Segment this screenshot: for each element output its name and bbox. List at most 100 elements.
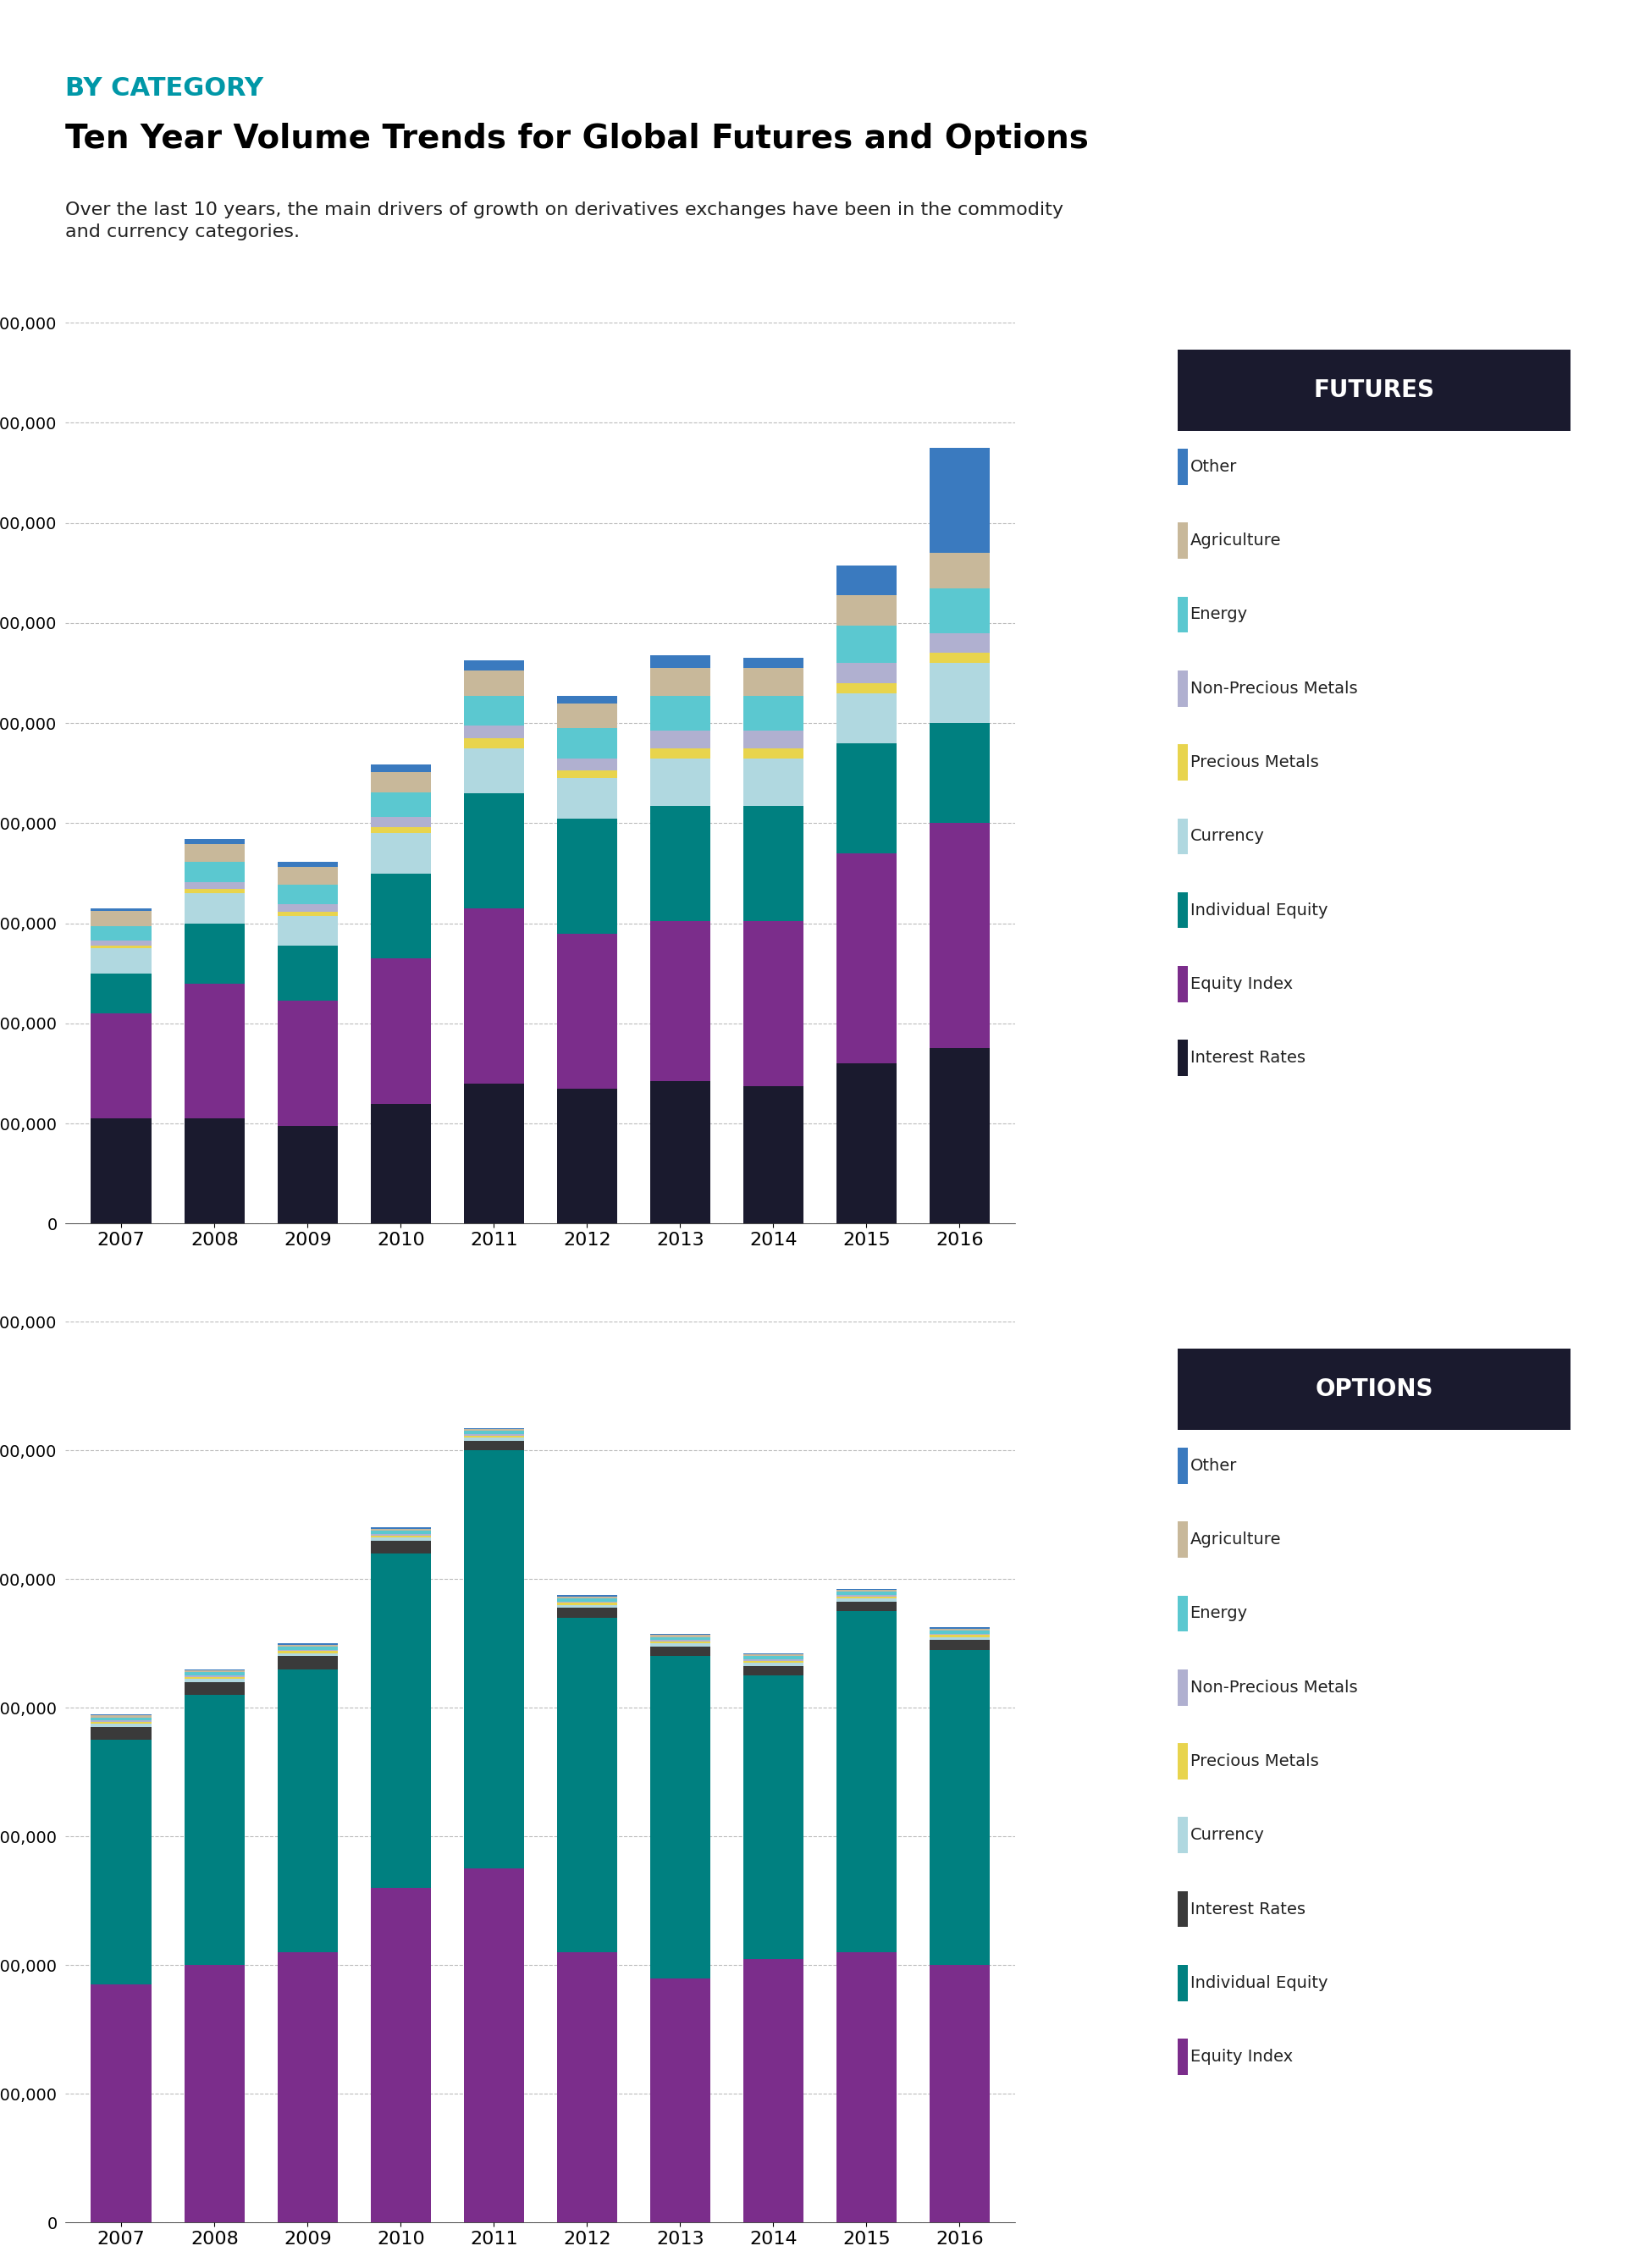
Bar [185,1118,245,1225]
Text: OPTIONS: OPTIONS [1314,1377,1433,1402]
FancyBboxPatch shape [1176,1447,1188,1483]
Bar [92,973,152,1014]
Bar [464,1438,525,1440]
Bar [742,1086,802,1225]
Bar [835,596,895,626]
Bar [928,823,989,1048]
Bar [649,921,711,1082]
Bar [835,662,895,683]
Bar [557,1617,618,1953]
Bar [649,730,711,748]
FancyBboxPatch shape [1176,449,1188,485]
FancyBboxPatch shape [1176,1041,1188,1075]
Bar [557,1606,618,1608]
Text: Ten Year Volume Trends for Global Futures and Options: Ten Year Volume Trends for Global Future… [65,122,1088,154]
Bar [278,1669,338,1953]
Bar [278,1653,338,1656]
Bar [557,696,618,703]
Text: Non-Precious Metals: Non-Precious Metals [1190,680,1356,696]
FancyBboxPatch shape [1176,1744,1188,1780]
FancyBboxPatch shape [1176,744,1188,780]
FancyBboxPatch shape [1176,1669,1188,1706]
Text: Over the last 10 years, the main drivers of growth on derivatives exchanges have: Over the last 10 years, the main drivers… [65,202,1064,240]
Bar [278,946,338,1000]
Bar [371,771,431,792]
Text: Equity Index: Equity Index [1190,2048,1292,2064]
Bar [92,925,152,941]
Bar [464,1431,525,1433]
Text: Currency: Currency [1190,828,1263,844]
Bar [371,1105,431,1225]
Bar [464,1869,525,2223]
Bar [185,889,245,894]
Bar [649,669,711,696]
Bar [464,726,525,737]
Bar [92,912,152,925]
Bar [371,1538,431,1540]
Bar [928,633,989,653]
Bar [92,946,152,948]
Bar [557,1599,618,1601]
Text: Other: Other [1190,458,1237,474]
FancyBboxPatch shape [1176,671,1188,708]
Bar [371,1887,431,2223]
Text: Other: Other [1190,1458,1237,1474]
Bar [742,748,802,758]
Bar [649,696,711,730]
FancyBboxPatch shape [1176,1522,1188,1558]
Bar [185,844,245,862]
Text: BY CATEGORY: BY CATEGORY [65,75,263,100]
Text: FUTURES: FUTURES [1314,379,1435,401]
Bar [649,758,711,805]
Bar [649,748,711,758]
Bar [92,1740,152,1984]
Bar [92,1984,152,2223]
Bar [928,447,989,553]
FancyBboxPatch shape [1176,522,1188,558]
Bar [928,1640,989,1649]
Bar [928,553,989,587]
Bar [464,1084,525,1225]
Bar [371,828,431,832]
Bar [185,923,245,984]
Bar [928,662,989,723]
FancyBboxPatch shape [1176,1349,1570,1429]
Bar [464,671,525,696]
Bar [278,1127,338,1225]
Bar [464,1449,525,1869]
Bar [835,683,895,694]
Bar [557,934,618,1089]
Bar [185,882,245,889]
Bar [649,1082,711,1225]
FancyBboxPatch shape [1176,1964,1188,2000]
Text: Equity Index: Equity Index [1190,975,1292,991]
Bar [835,1601,895,1610]
Bar [928,1649,989,1964]
Bar [464,748,525,794]
Text: Interest Rates: Interest Rates [1190,1901,1304,1916]
Bar [742,669,802,696]
Bar [742,1676,802,1960]
Bar [278,885,338,905]
Bar [92,941,152,946]
Bar [928,1964,989,2223]
Bar [185,862,245,882]
Bar [371,832,431,873]
Bar [557,728,618,758]
Bar [835,1064,895,1225]
Text: Energy: Energy [1190,1606,1247,1622]
Bar [92,1717,152,1721]
Bar [742,1960,802,2223]
Bar [92,909,152,912]
Bar [185,1678,245,1683]
Bar [371,1540,431,1554]
Bar [742,1662,802,1667]
Bar [557,1953,618,2223]
Bar [92,1118,152,1225]
Bar [185,1672,245,1676]
Bar [557,771,618,778]
Bar [649,1637,711,1640]
Bar [92,1728,152,1740]
Bar [464,696,525,726]
FancyBboxPatch shape [1176,891,1188,928]
